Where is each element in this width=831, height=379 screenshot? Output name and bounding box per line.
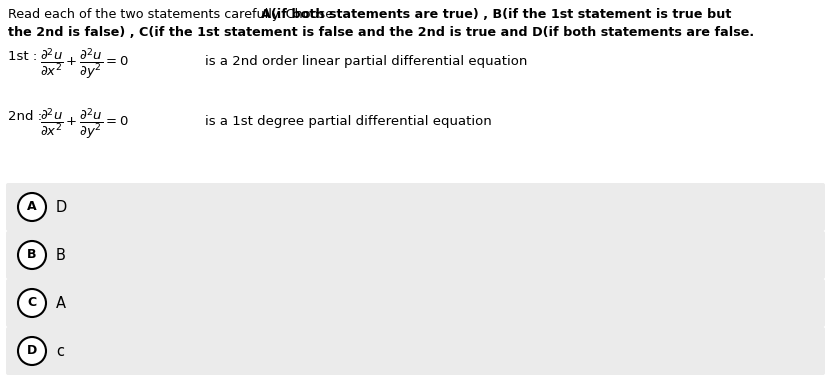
Text: 1st :: 1st : xyxy=(8,50,37,63)
Text: D: D xyxy=(27,345,37,357)
Text: the 2nd is false) , C(if the 1st statement is false and the 2nd is true and D(if: the 2nd is false) , C(if the 1st stateme… xyxy=(8,26,754,39)
Text: B: B xyxy=(56,247,66,263)
Text: is a 2nd order linear partial differential equation: is a 2nd order linear partial differenti… xyxy=(205,55,528,69)
Text: $\dfrac{\partial^2 u}{\partial x^2} + \dfrac{\partial^2 u}{\partial y^2} = 0$: $\dfrac{\partial^2 u}{\partial x^2} + \d… xyxy=(40,46,129,81)
Text: 2nd :: 2nd : xyxy=(8,110,42,123)
Text: A: A xyxy=(56,296,66,310)
FancyBboxPatch shape xyxy=(6,327,825,375)
Text: B: B xyxy=(27,249,37,262)
Circle shape xyxy=(18,193,46,221)
FancyBboxPatch shape xyxy=(6,231,825,279)
Text: Read each of the two statements carefully. Choose: Read each of the two statements carefull… xyxy=(8,8,337,21)
Circle shape xyxy=(18,337,46,365)
Text: c: c xyxy=(56,343,64,359)
Text: D: D xyxy=(56,199,67,215)
FancyBboxPatch shape xyxy=(6,183,825,231)
Circle shape xyxy=(18,289,46,317)
Text: $\dfrac{\partial^2 u}{\partial x^2} + \dfrac{\partial^2 u}{\partial y^2} = 0$: $\dfrac{\partial^2 u}{\partial x^2} + \d… xyxy=(40,106,129,141)
Text: is a 1st degree partial differential equation: is a 1st degree partial differential equ… xyxy=(205,116,492,128)
FancyBboxPatch shape xyxy=(6,279,825,327)
Circle shape xyxy=(18,241,46,269)
Text: C: C xyxy=(27,296,37,310)
Text: A(if both statements are true) , B(if the 1st statement is true but: A(if both statements are true) , B(if th… xyxy=(261,8,731,21)
Text: A: A xyxy=(27,200,37,213)
